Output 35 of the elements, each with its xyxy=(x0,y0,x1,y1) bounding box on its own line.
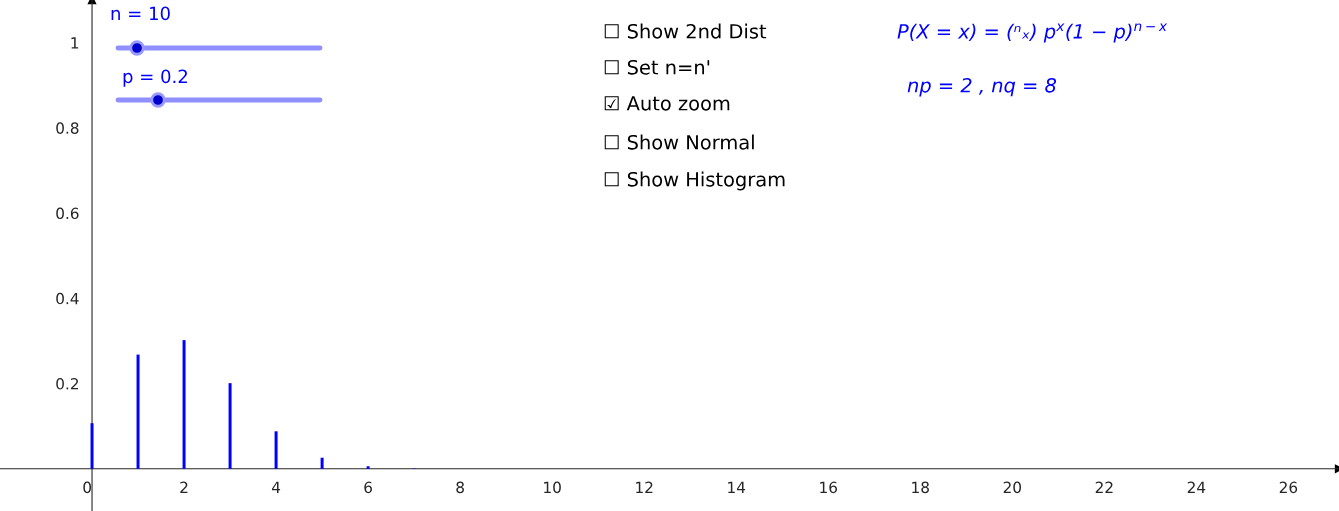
annotation: ☐ Set n=n' xyxy=(604,59,710,75)
x-tick-label: 12 xyxy=(636,481,653,493)
x-tick-label: 4 xyxy=(271,481,281,493)
x-tick-label: 22 xyxy=(1095,481,1113,493)
y-tick-label: 1 xyxy=(71,37,79,49)
x-tick-label: 6 xyxy=(364,481,373,494)
x-tick-label: 0 xyxy=(83,481,92,494)
x-tick-label: 20 xyxy=(1003,481,1022,494)
bar xyxy=(274,431,278,469)
annotation: np = 2 , nq = 8 xyxy=(907,77,1057,97)
bar xyxy=(228,383,232,469)
x-tick-label: 16 xyxy=(820,481,838,494)
y-tick-label: 0.4 xyxy=(56,292,79,305)
bar xyxy=(320,457,324,469)
x-tick-label: 24 xyxy=(1187,481,1206,493)
annotation: ☐ Show Normal xyxy=(604,134,754,150)
y-tick-label: 0.2 xyxy=(56,378,78,390)
y-tick-label: 0.8 xyxy=(56,122,79,134)
annotation: ☐ Show Histogram xyxy=(604,171,785,191)
x-tick-label: 8 xyxy=(456,481,464,494)
annotation: ☑ Auto zoom xyxy=(604,96,730,111)
annotation: p = 0.2 xyxy=(123,69,187,87)
x-tick-label: 2 xyxy=(180,481,188,493)
annotation: P(X = x) = (ⁿₓ) p$^{x}$(1 − p)$^{n−x}$ xyxy=(897,23,1168,43)
x-tick-label: 26 xyxy=(1279,481,1298,494)
annotation: ☐ Show 2nd Dist xyxy=(604,23,767,39)
y-tick-label: 0.6 xyxy=(56,207,79,220)
bar xyxy=(136,354,140,469)
x-tick-label: 14 xyxy=(728,481,746,493)
annotation: n = 10 xyxy=(111,6,170,21)
bar xyxy=(366,466,370,469)
bar xyxy=(90,423,94,469)
bar xyxy=(182,340,186,469)
x-tick-label: 18 xyxy=(912,481,929,494)
x-tick-label: 10 xyxy=(544,481,561,494)
